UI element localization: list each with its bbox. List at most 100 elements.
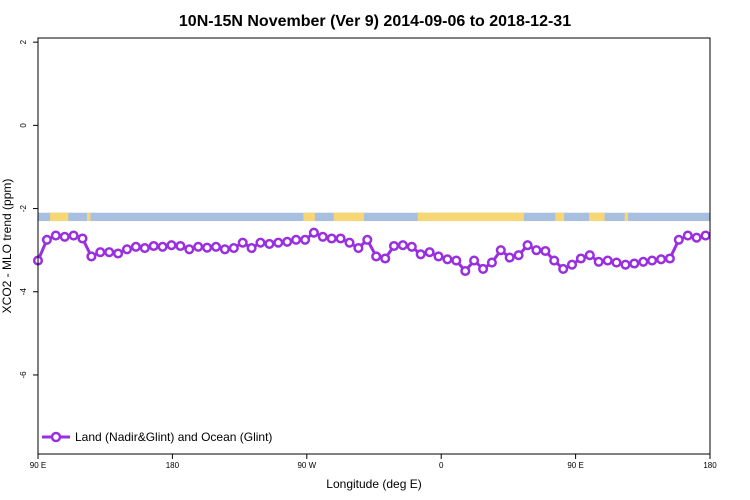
data-point [335, 233, 346, 244]
x-tick-label: 90 E [567, 461, 583, 470]
land-segment [87, 212, 91, 222]
data-point [629, 258, 640, 269]
data-point [219, 244, 230, 255]
data-point [495, 245, 506, 256]
data-point [157, 241, 168, 252]
plot-frame [37, 37, 711, 455]
x-tick-label: 90 W [297, 461, 316, 470]
data-point [415, 249, 426, 260]
data-point [522, 240, 533, 251]
land-segment [303, 212, 315, 222]
data-point [273, 237, 284, 248]
land-segment [50, 212, 69, 222]
data-point [264, 238, 275, 249]
data-point [478, 263, 489, 274]
data-point [371, 251, 382, 262]
y-tick-label: -4 [19, 288, 28, 296]
data-point [656, 254, 667, 265]
land-segment [333, 212, 364, 222]
data-point [86, 251, 97, 262]
data-point [593, 256, 604, 267]
data-point [77, 233, 88, 244]
data-point [638, 256, 649, 267]
data-point [353, 243, 364, 254]
y-tick-label: 0 [19, 123, 28, 128]
data-point [611, 257, 622, 268]
data-point [397, 240, 408, 251]
data-point [549, 255, 560, 266]
legend-label: Land (Nadir&Glint) and Ocean (Glint) [75, 430, 272, 444]
data-point [531, 245, 542, 256]
data-point [68, 230, 79, 241]
y-axis-ticks: 2 0 -2 -4 -6 [19, 39, 38, 379]
data-point [193, 241, 204, 252]
data-point [317, 231, 328, 242]
y-tick-label: -6 [19, 371, 28, 379]
data-point [486, 257, 497, 268]
data-point [255, 237, 266, 248]
data-point [202, 242, 213, 253]
data-point [673, 234, 684, 245]
ocean-band [38, 212, 710, 222]
data-point [175, 240, 186, 252]
data-point [210, 241, 222, 252]
data-point [104, 247, 115, 258]
data-point [139, 243, 150, 254]
data-point [504, 252, 515, 263]
data-point [647, 255, 658, 266]
data-point [246, 243, 257, 254]
x-tick-label: 90 E [30, 461, 46, 470]
chart-title: 10N-15N November (Ver 9) 2014-09-06 to 2… [179, 13, 571, 30]
data-point [700, 230, 711, 241]
land-ocean-band [38, 212, 710, 222]
y-axis-label: XCO2 - MLO trend (ppm) [0, 179, 14, 314]
data-point [584, 250, 595, 261]
data-point [620, 259, 631, 270]
x-tick-label: 180 [166, 461, 180, 470]
data-point [95, 247, 106, 258]
land-segment [417, 212, 524, 222]
data-point [130, 241, 141, 252]
data-point [575, 253, 586, 264]
data-point [291, 234, 302, 245]
data-point [388, 240, 400, 252]
data-point [166, 240, 177, 251]
data-point [691, 232, 702, 243]
land-segment [589, 212, 605, 222]
data-point [664, 253, 675, 264]
series-layer [32, 227, 711, 277]
data-point [540, 245, 551, 257]
x-tick-label: 0 [439, 461, 444, 470]
data-point [682, 230, 693, 241]
data-point [558, 263, 569, 274]
y-tick-label: 2 [19, 39, 28, 44]
data-point [442, 254, 453, 265]
x-tick-label: 180 [703, 461, 717, 470]
data-point [228, 243, 239, 254]
data-point [41, 234, 52, 245]
data-point [184, 244, 195, 255]
data-point [121, 244, 133, 255]
data-point [451, 255, 462, 266]
x-axis-label: Longitude (deg E) [326, 477, 421, 491]
data-point [424, 247, 435, 258]
data-point [344, 237, 355, 248]
data-point [602, 255, 613, 266]
data-point [50, 230, 61, 241]
data-point [59, 231, 70, 242]
land-segment [624, 212, 629, 222]
data-point [148, 240, 159, 252]
data-point [113, 248, 124, 259]
x-axis-ticks: 90 E 180 90 W 0 90 E 180 [30, 454, 717, 470]
data-point [460, 265, 471, 277]
data-point [380, 253, 391, 264]
data-point [406, 241, 417, 252]
y-tick-label: -2 [19, 204, 28, 212]
data-point [433, 251, 444, 262]
data-point [326, 233, 337, 244]
data-point [566, 259, 578, 270]
land-segment [555, 212, 565, 222]
data-point [300, 234, 311, 245]
legend: Land (Nadir&Glint) and Ocean (Glint) [42, 430, 272, 444]
